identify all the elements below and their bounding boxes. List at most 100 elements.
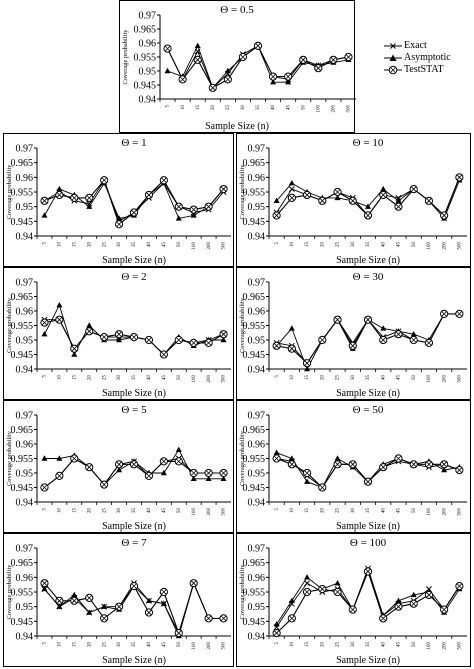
x-tick-label: 10 bbox=[290, 642, 295, 648]
chart-panel-7: 0.94 0.945 0.95 0.955 0.96 0.965 0.97 5 10 15 20 25… bbox=[236, 400, 471, 533]
teststat-point-9 bbox=[409, 335, 418, 345]
teststat-point-6 bbox=[363, 315, 373, 324]
y-tick-label: 0.96 bbox=[248, 307, 266, 318]
x-tick-label: 30 bbox=[117, 508, 122, 514]
asymptotic-point-7 bbox=[380, 185, 387, 192]
teststat-point-3 bbox=[85, 327, 94, 336]
y-tick-label: 0.955 bbox=[243, 588, 266, 599]
x-tick-label: 500 bbox=[458, 242, 463, 250]
teststat-point-8 bbox=[159, 457, 168, 466]
teststat-point-6 bbox=[129, 460, 139, 469]
x-tick-label: 50 bbox=[177, 242, 182, 248]
teststat-point-2 bbox=[302, 587, 312, 597]
y-tick-label: 0.97 bbox=[248, 544, 266, 555]
y-tick-label: 0.965 bbox=[11, 158, 34, 169]
x-tick-label: 35 bbox=[256, 105, 261, 111]
x-tick-label: 35 bbox=[366, 242, 371, 248]
teststat-point-9 bbox=[409, 460, 418, 469]
teststat-point-7 bbox=[268, 72, 278, 81]
teststat-point-11 bbox=[329, 55, 338, 64]
asymptotic-point-2 bbox=[304, 365, 311, 372]
asymptotic-point-5 bbox=[116, 336, 123, 343]
teststat-point-12 bbox=[219, 184, 228, 194]
teststat-point-0 bbox=[40, 483, 49, 492]
series-teststat bbox=[272, 454, 464, 492]
teststat-point-5 bbox=[114, 460, 124, 469]
y-tick-label: 0.95 bbox=[139, 67, 157, 78]
asymptotic-point-2 bbox=[71, 591, 78, 598]
y-axis-label: Coverage probability bbox=[6, 430, 13, 486]
teststat-point-0 bbox=[40, 196, 49, 205]
teststat-point-6 bbox=[129, 582, 139, 591]
legend-label-asymptotic: Asymptotic bbox=[404, 52, 451, 63]
x-tick-label: 15 bbox=[305, 508, 310, 514]
teststat-point-4 bbox=[100, 614, 109, 623]
x-tick-label: 35 bbox=[132, 508, 137, 514]
teststat-point-8 bbox=[394, 454, 403, 463]
legend: Exact Asymptotic TestSTAT bbox=[384, 40, 451, 76]
chart-panel-9: 0.94 0.945 0.95 0.955 0.96 0.965 0.97 5 10 15 20 25… bbox=[236, 533, 471, 667]
chart-title: Θ = 1 bbox=[121, 137, 146, 149]
asymptotic-point-1 bbox=[56, 185, 63, 192]
x-tick-label: 5 bbox=[275, 242, 280, 245]
teststat-point-5 bbox=[348, 196, 357, 205]
x-tick-label: 40 bbox=[381, 508, 386, 514]
y-tick-label: 0.97 bbox=[16, 411, 34, 422]
teststat-point-10 bbox=[424, 338, 434, 347]
y-tick-label: 0.97 bbox=[16, 278, 34, 289]
teststat-point-8 bbox=[159, 587, 168, 597]
teststat-point-1 bbox=[287, 614, 296, 623]
x-tick-label: 100 bbox=[316, 105, 321, 113]
x-tick-label: 20 bbox=[211, 105, 216, 111]
x-tick-label: 40 bbox=[147, 375, 152, 381]
teststat-point-9 bbox=[174, 628, 183, 638]
teststat-point-1 bbox=[178, 75, 187, 84]
teststat-point-5 bbox=[348, 460, 357, 469]
chart-panel-2: 0.94 0.945 0.95 0.955 0.96 0.965 0.97 5 10 15 20 25… bbox=[3, 133, 234, 267]
teststat-point-8 bbox=[159, 176, 168, 185]
teststat-point-4 bbox=[333, 187, 342, 197]
teststat-point-5 bbox=[114, 602, 124, 611]
teststat-point-4 bbox=[100, 333, 109, 342]
series-teststat bbox=[272, 173, 464, 220]
asymptotic-point-4 bbox=[334, 580, 341, 586]
teststat-point-11 bbox=[440, 211, 449, 220]
asymptotic-point-9 bbox=[410, 591, 417, 598]
x-axis-label: Sample Size (n) bbox=[102, 255, 166, 266]
y-tick-label: 0.95 bbox=[248, 202, 266, 213]
teststat-point-1 bbox=[55, 190, 64, 200]
asymptotic-point-5 bbox=[116, 466, 123, 473]
x-tick-label: 40 bbox=[147, 242, 152, 248]
asymptotic-point-4 bbox=[334, 194, 341, 201]
asymptotic-point-12 bbox=[220, 475, 227, 481]
teststat-point-12 bbox=[455, 309, 464, 318]
x-tick-label: 45 bbox=[162, 508, 167, 514]
x-tick-label: 10 bbox=[290, 375, 295, 381]
x-tick-label: 15 bbox=[72, 508, 77, 514]
teststat-point-7 bbox=[379, 614, 388, 623]
asymptotic-point-7 bbox=[380, 325, 387, 331]
y-tick-label: 0.94 bbox=[248, 365, 266, 376]
y-tick-label: 0.965 bbox=[134, 25, 157, 36]
teststat-point-7 bbox=[379, 190, 388, 200]
chart-title: Θ = 5 bbox=[121, 404, 147, 416]
x-tick-label: 10 bbox=[58, 375, 63, 381]
x-tick-label: 500 bbox=[458, 508, 463, 516]
teststat-point-3 bbox=[318, 196, 327, 205]
asymptotic-point-0 bbox=[41, 585, 48, 592]
series-teststat bbox=[40, 176, 228, 229]
teststat-point-11 bbox=[204, 614, 213, 623]
x-tick-label: 50 bbox=[412, 242, 417, 248]
x-tick-label: 500 bbox=[458, 375, 463, 383]
series-teststat bbox=[163, 41, 353, 92]
chart-panel-3: 0.94 0.945 0.95 0.955 0.96 0.965 0.97 5 10 15 20 25… bbox=[236, 133, 471, 267]
x-tick-label: 20 bbox=[320, 642, 325, 648]
x-tick-label: 5 bbox=[166, 105, 171, 108]
y-tick-label: 0.94 bbox=[139, 95, 157, 106]
x-axis-label: Sample Size (n) bbox=[102, 521, 166, 532]
x-tick-label: 45 bbox=[162, 242, 167, 248]
teststat-point-3 bbox=[318, 335, 327, 345]
y-axis-label: Coverage probability bbox=[122, 29, 129, 85]
teststat-point-8 bbox=[159, 350, 168, 359]
